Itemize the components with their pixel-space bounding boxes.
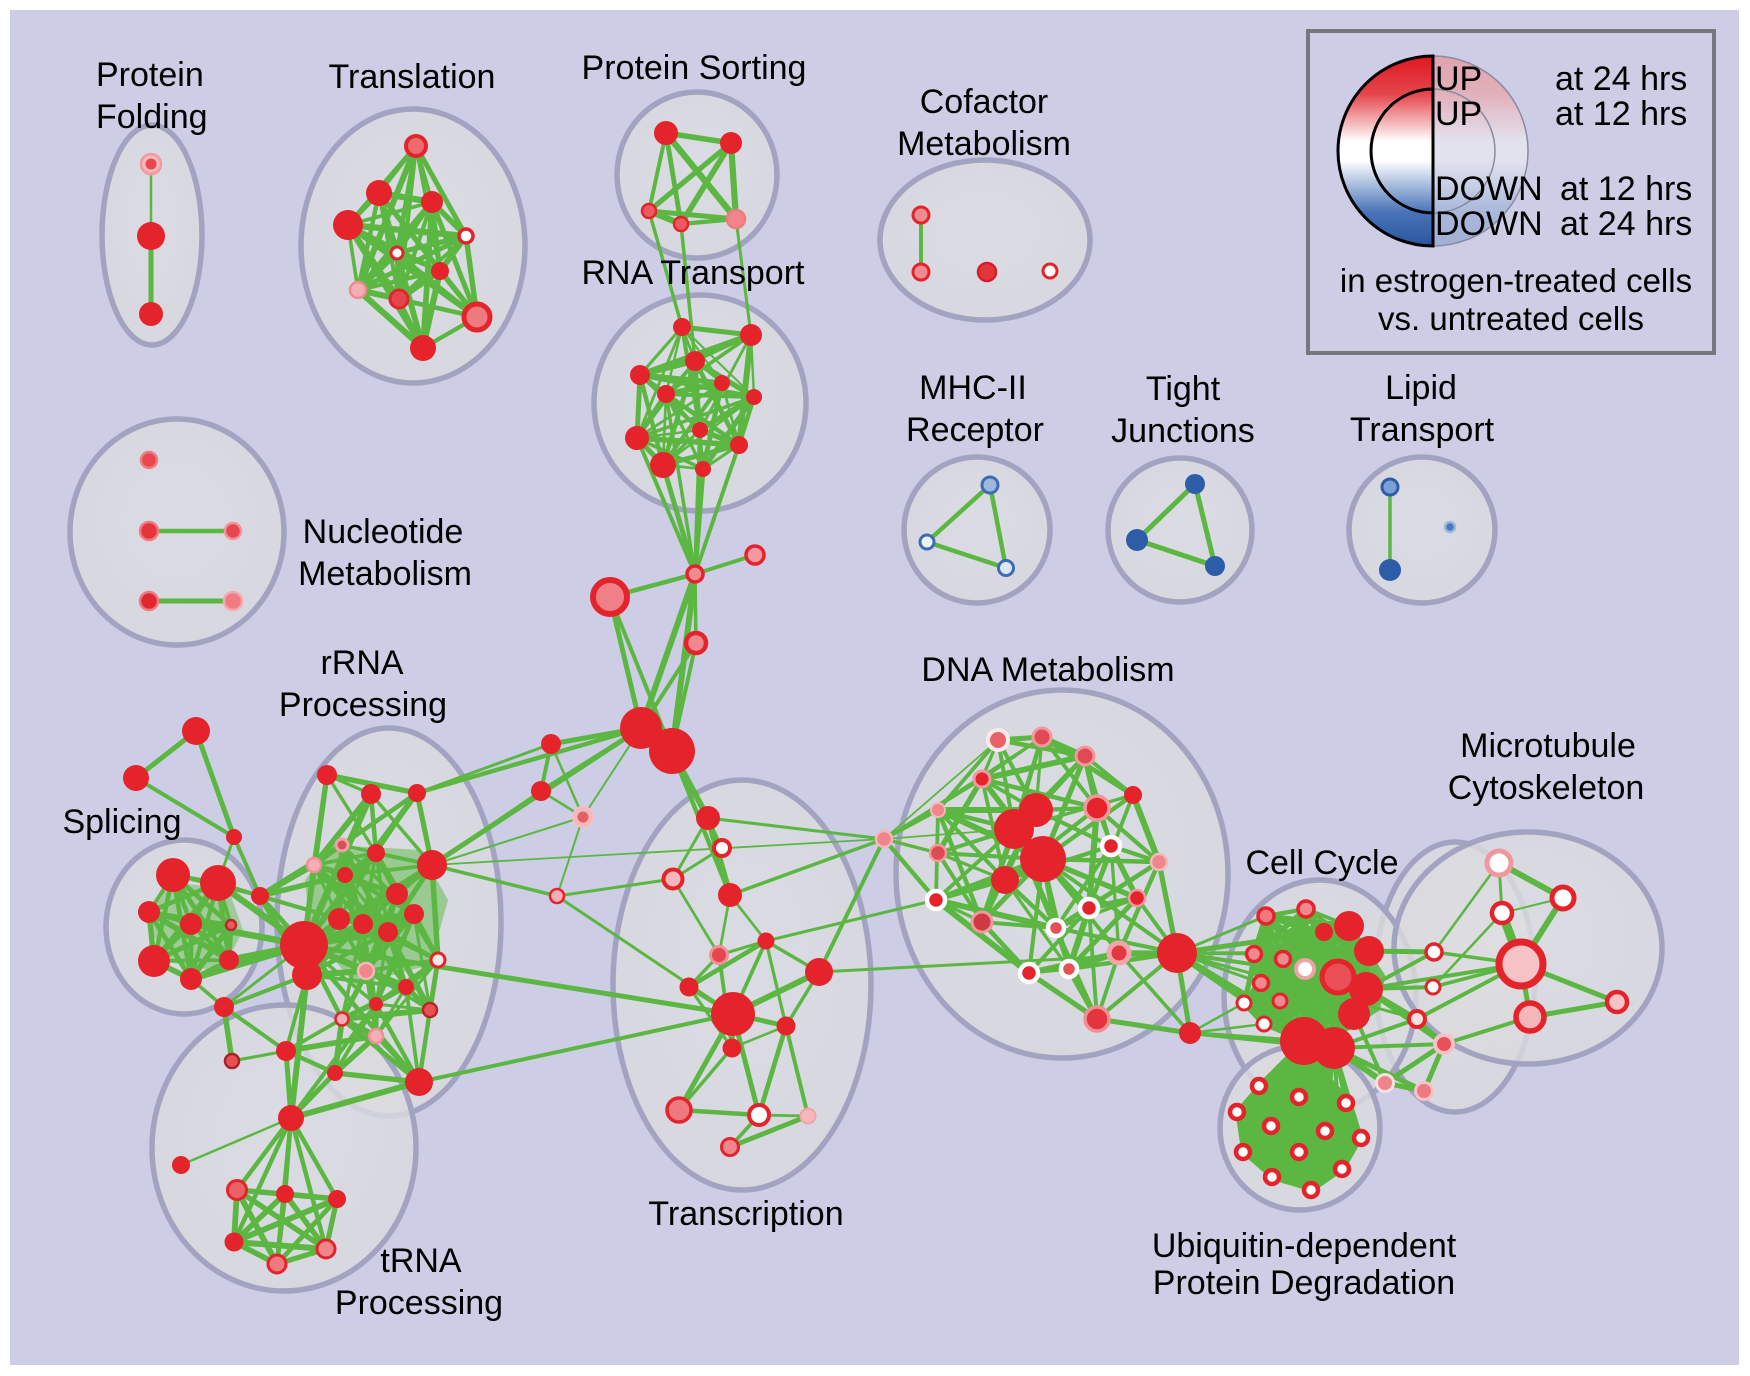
svg-text:Protein Degradation: Protein Degradation xyxy=(1153,1264,1455,1302)
svg-text:Protein Sorting: Protein Sorting xyxy=(582,49,807,87)
svg-text:Cytoskeleton: Cytoskeleton xyxy=(1448,769,1645,807)
svg-text:DOWN: DOWN xyxy=(1435,170,1543,208)
svg-text:Nucleotide: Nucleotide xyxy=(303,513,464,551)
svg-text:Splicing: Splicing xyxy=(62,803,181,841)
svg-text:Metabolism: Metabolism xyxy=(897,125,1071,163)
svg-text:tRNA: tRNA xyxy=(380,1242,462,1280)
svg-text:at 12 hrs: at 12 hrs xyxy=(1560,170,1692,208)
svg-text:Transcription: Transcription xyxy=(648,1195,843,1233)
svg-text:RNA Transport: RNA Transport xyxy=(582,254,806,292)
svg-text:Protein: Protein xyxy=(96,56,204,94)
svg-text:at 24 hrs: at 24 hrs xyxy=(1560,205,1692,243)
svg-text:Processing: Processing xyxy=(279,686,447,724)
svg-text:at 12 hrs: at 12 hrs xyxy=(1555,95,1687,133)
svg-text:DOWN: DOWN xyxy=(1435,205,1543,243)
svg-text:Processing: Processing xyxy=(335,1284,503,1322)
svg-text:Cell Cycle: Cell Cycle xyxy=(1245,844,1398,882)
svg-text:UP: UP xyxy=(1435,60,1482,98)
svg-text:UP: UP xyxy=(1435,95,1482,133)
svg-text:Metabolism: Metabolism xyxy=(298,555,472,593)
svg-text:Transport: Transport xyxy=(1350,411,1495,449)
svg-text:at 24 hrs: at 24 hrs xyxy=(1555,60,1687,98)
svg-text:Lipid: Lipid xyxy=(1385,369,1457,407)
svg-text:Translation: Translation xyxy=(329,58,496,96)
svg-text:Cofactor: Cofactor xyxy=(920,83,1049,121)
svg-text:vs. untreated cells: vs. untreated cells xyxy=(1378,300,1644,337)
svg-text:Ubiquitin-dependent: Ubiquitin-dependent xyxy=(1152,1227,1457,1265)
svg-text:Folding: Folding xyxy=(96,98,208,136)
svg-text:Microtubule: Microtubule xyxy=(1460,727,1636,765)
svg-text:MHC-II: MHC-II xyxy=(919,369,1027,407)
svg-text:Receptor: Receptor xyxy=(906,411,1044,449)
svg-text:DNA Metabolism: DNA Metabolism xyxy=(921,651,1174,689)
svg-text:rRNA: rRNA xyxy=(320,644,403,682)
svg-text:Junctions: Junctions xyxy=(1111,412,1255,450)
svg-text:Tight: Tight xyxy=(1146,370,1221,408)
svg-text:in estrogen-treated cells: in estrogen-treated cells xyxy=(1340,262,1692,299)
